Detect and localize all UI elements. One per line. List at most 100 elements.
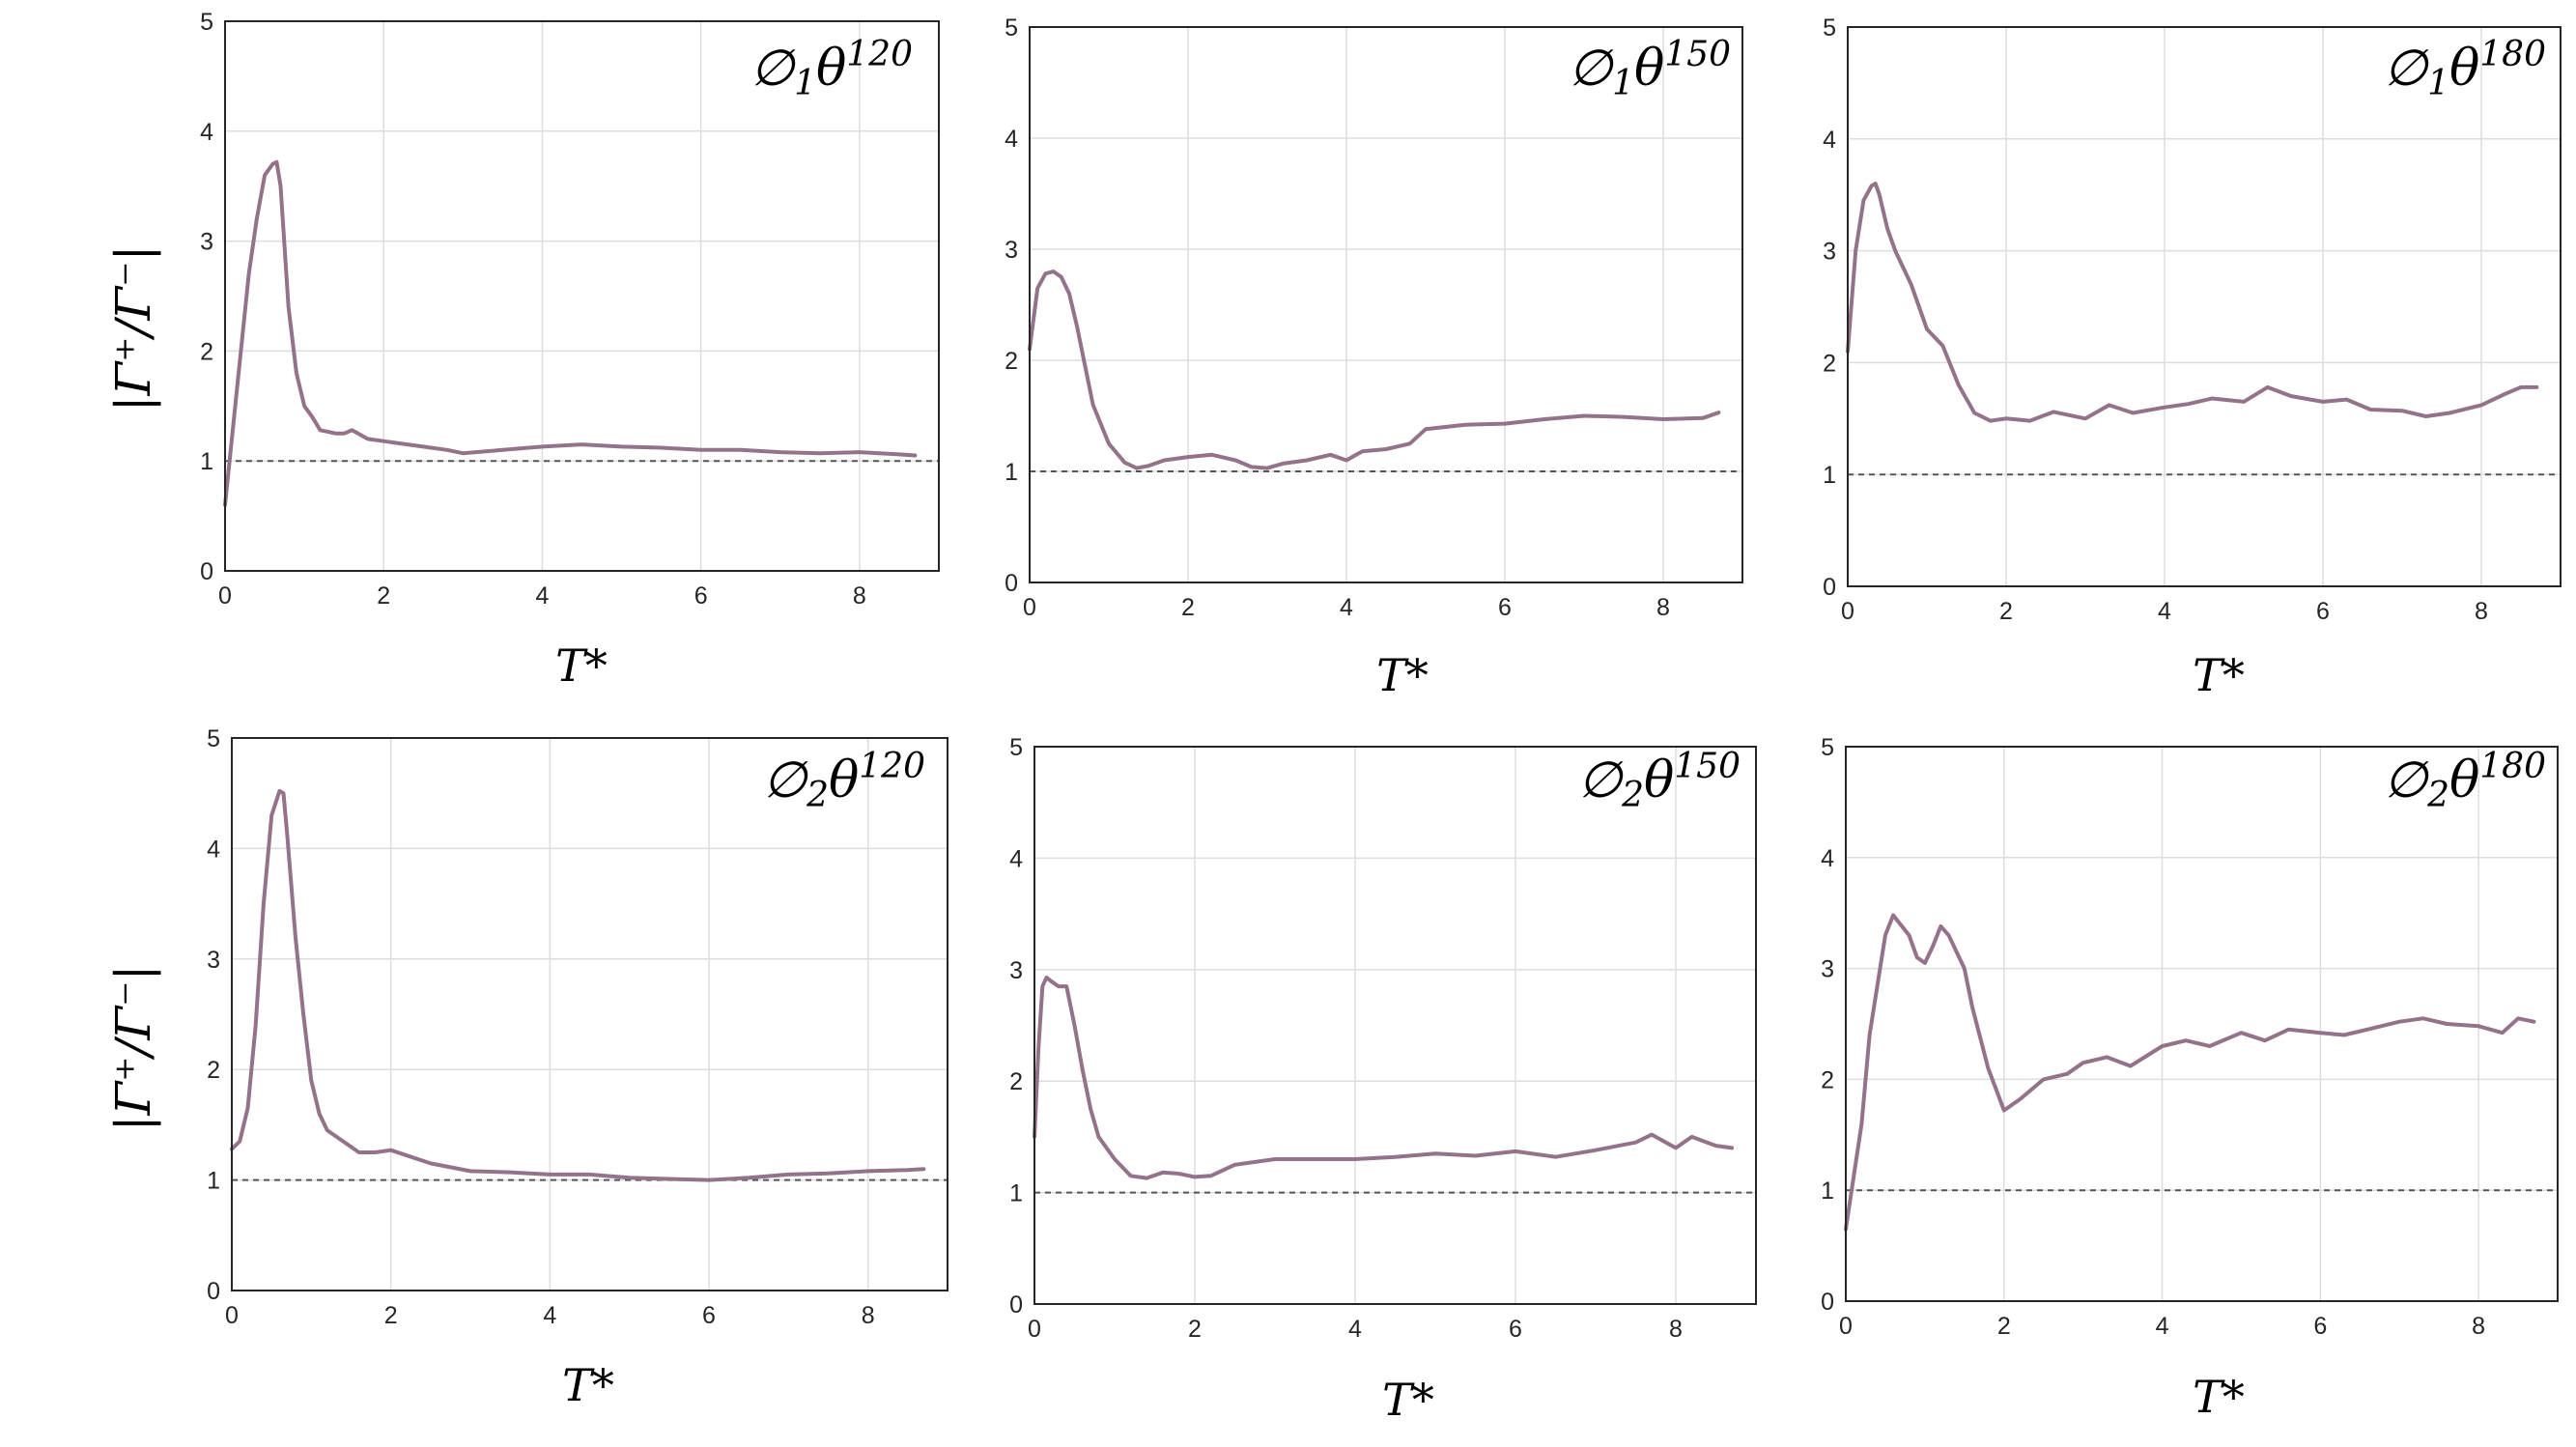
panel-title: ∅2θ180 bbox=[2384, 747, 2546, 815]
y-tick-label: 2 bbox=[207, 1057, 220, 1084]
x-tick-label: 8 bbox=[862, 1302, 875, 1329]
y-tick-label: 3 bbox=[1009, 957, 1023, 984]
x-tick-label: 8 bbox=[2475, 598, 2488, 625]
title-symbol: ∅ bbox=[763, 752, 809, 809]
series-line bbox=[223, 159, 918, 507]
title-subscript: 2 bbox=[2426, 776, 2449, 815]
plot-frame bbox=[1847, 26, 2562, 587]
y-tick-label: 3 bbox=[1823, 239, 1836, 266]
x-axis-label: T* bbox=[1382, 1374, 1434, 1426]
title-subscript: 1 bbox=[794, 64, 816, 103]
y-tick-label: 0 bbox=[1823, 574, 1836, 601]
title-superscript: 120 bbox=[846, 35, 913, 74]
x-axis-label: T* bbox=[1376, 649, 1429, 701]
panel-title: ∅2θ120 bbox=[763, 747, 925, 815]
x-tick-label: 2 bbox=[384, 1302, 398, 1329]
x-tick-label: 2 bbox=[1997, 1313, 2011, 1340]
x-tick-label: 0 bbox=[1841, 598, 1854, 625]
title-symbol: ∅ bbox=[750, 40, 797, 98]
title-superscript: 180 bbox=[2479, 747, 2546, 786]
series-line bbox=[1846, 182, 2539, 423]
y-tick-label: 3 bbox=[1005, 237, 1018, 264]
row2-y-axis-label: |Γ⁺/Γ⁻| bbox=[105, 965, 161, 1132]
plot-frame bbox=[224, 20, 940, 572]
title-theta: θ bbox=[829, 752, 859, 809]
y-tick-label: 1 bbox=[200, 448, 213, 475]
x-tick-label: 4 bbox=[2158, 598, 2171, 625]
plot-frame bbox=[1033, 746, 1757, 1305]
x-tick-label: 4 bbox=[1348, 1316, 1362, 1343]
y-tick-label: 5 bbox=[1009, 734, 1023, 761]
x-tick-label: 6 bbox=[2316, 598, 2330, 625]
y-tick-label: 4 bbox=[1821, 845, 1834, 872]
x-tick-label: 6 bbox=[702, 1302, 716, 1329]
y-tick-label: 0 bbox=[207, 1278, 220, 1305]
title-theta: θ bbox=[816, 40, 846, 98]
x-tick-label: 0 bbox=[1023, 594, 1036, 621]
series-line bbox=[230, 788, 926, 1182]
x-tick-label: 8 bbox=[853, 582, 866, 610]
title-subscript: 1 bbox=[1612, 64, 1634, 103]
y-tick-label: 2 bbox=[200, 338, 213, 365]
x-tick-label: 4 bbox=[543, 1302, 556, 1329]
y-tick-label: 3 bbox=[200, 229, 213, 256]
y-tick-label: 1 bbox=[207, 1168, 220, 1195]
title-superscript: 150 bbox=[1674, 747, 1741, 786]
x-tick-label: 0 bbox=[1839, 1313, 1853, 1340]
x-tick-label: 2 bbox=[1181, 594, 1195, 621]
y-tick-label: 1 bbox=[1821, 1177, 1834, 1205]
panel-5: 0 2 4 6 8 0 1 2 3 4 5 ∅2θ150 T* bbox=[1009, 734, 1757, 1426]
x-tick-label: 2 bbox=[1999, 598, 2013, 625]
x-tick-label: 4 bbox=[535, 582, 549, 610]
x-tick-label: 6 bbox=[1498, 594, 1512, 621]
plot-frame bbox=[1029, 26, 1743, 583]
title-subscript: 1 bbox=[2427, 64, 2449, 103]
title-superscript: 180 bbox=[2479, 35, 2546, 74]
title-symbol: ∅ bbox=[2384, 752, 2430, 809]
x-tick-label: 2 bbox=[1188, 1316, 1202, 1343]
y-tick-label: 1 bbox=[1009, 1180, 1023, 1207]
x-axis-label: T* bbox=[555, 639, 608, 692]
x-tick-label: 6 bbox=[1509, 1316, 1522, 1343]
y-tick-label: 3 bbox=[207, 947, 220, 974]
y-tick-label: 5 bbox=[1823, 14, 1836, 42]
series-line bbox=[1033, 975, 1735, 1180]
title-symbol: ∅ bbox=[2384, 40, 2430, 98]
y-tick-label: 2 bbox=[1821, 1066, 1834, 1093]
x-tick-label: 8 bbox=[1669, 1316, 1683, 1343]
y-tick-label: 0 bbox=[1009, 1291, 1023, 1319]
x-tick-label: 8 bbox=[2472, 1313, 2485, 1340]
y-tick-label: 4 bbox=[1005, 126, 1018, 153]
x-tick-label: 8 bbox=[1656, 594, 1670, 621]
panel-title: ∅2θ150 bbox=[1578, 747, 1741, 815]
y-tick-label: 1 bbox=[1823, 462, 1836, 489]
x-tick-label: 6 bbox=[2313, 1313, 2327, 1340]
y-tick-label: 1 bbox=[1005, 459, 1018, 486]
x-tick-label: 0 bbox=[225, 1302, 239, 1329]
y-tick-label: 4 bbox=[1823, 127, 1836, 154]
title-subscript: 2 bbox=[1621, 776, 1644, 815]
title-superscript: 150 bbox=[1664, 35, 1731, 74]
panel-title: ∅1θ180 bbox=[2384, 35, 2546, 103]
y-tick-label: 0 bbox=[1005, 570, 1018, 597]
title-theta: θ bbox=[1644, 752, 1674, 809]
y-tick-label: 4 bbox=[1009, 845, 1023, 872]
x-tick-label: 0 bbox=[1028, 1316, 1041, 1343]
y-tick-label: 2 bbox=[1009, 1068, 1023, 1095]
x-tick-label: 6 bbox=[694, 582, 708, 610]
series-line bbox=[1028, 270, 1721, 470]
panel-title: ∅1θ120 bbox=[750, 35, 913, 103]
y-tick-label: 4 bbox=[200, 119, 213, 146]
y-tick-label: 3 bbox=[1821, 956, 1834, 983]
y-tick-label: 4 bbox=[207, 836, 220, 863]
panel-title: ∅1θ150 bbox=[1569, 35, 1731, 103]
x-tick-label: 2 bbox=[377, 582, 390, 610]
x-tick-label: 4 bbox=[2156, 1313, 2169, 1340]
y-tick-label: 5 bbox=[200, 9, 213, 36]
